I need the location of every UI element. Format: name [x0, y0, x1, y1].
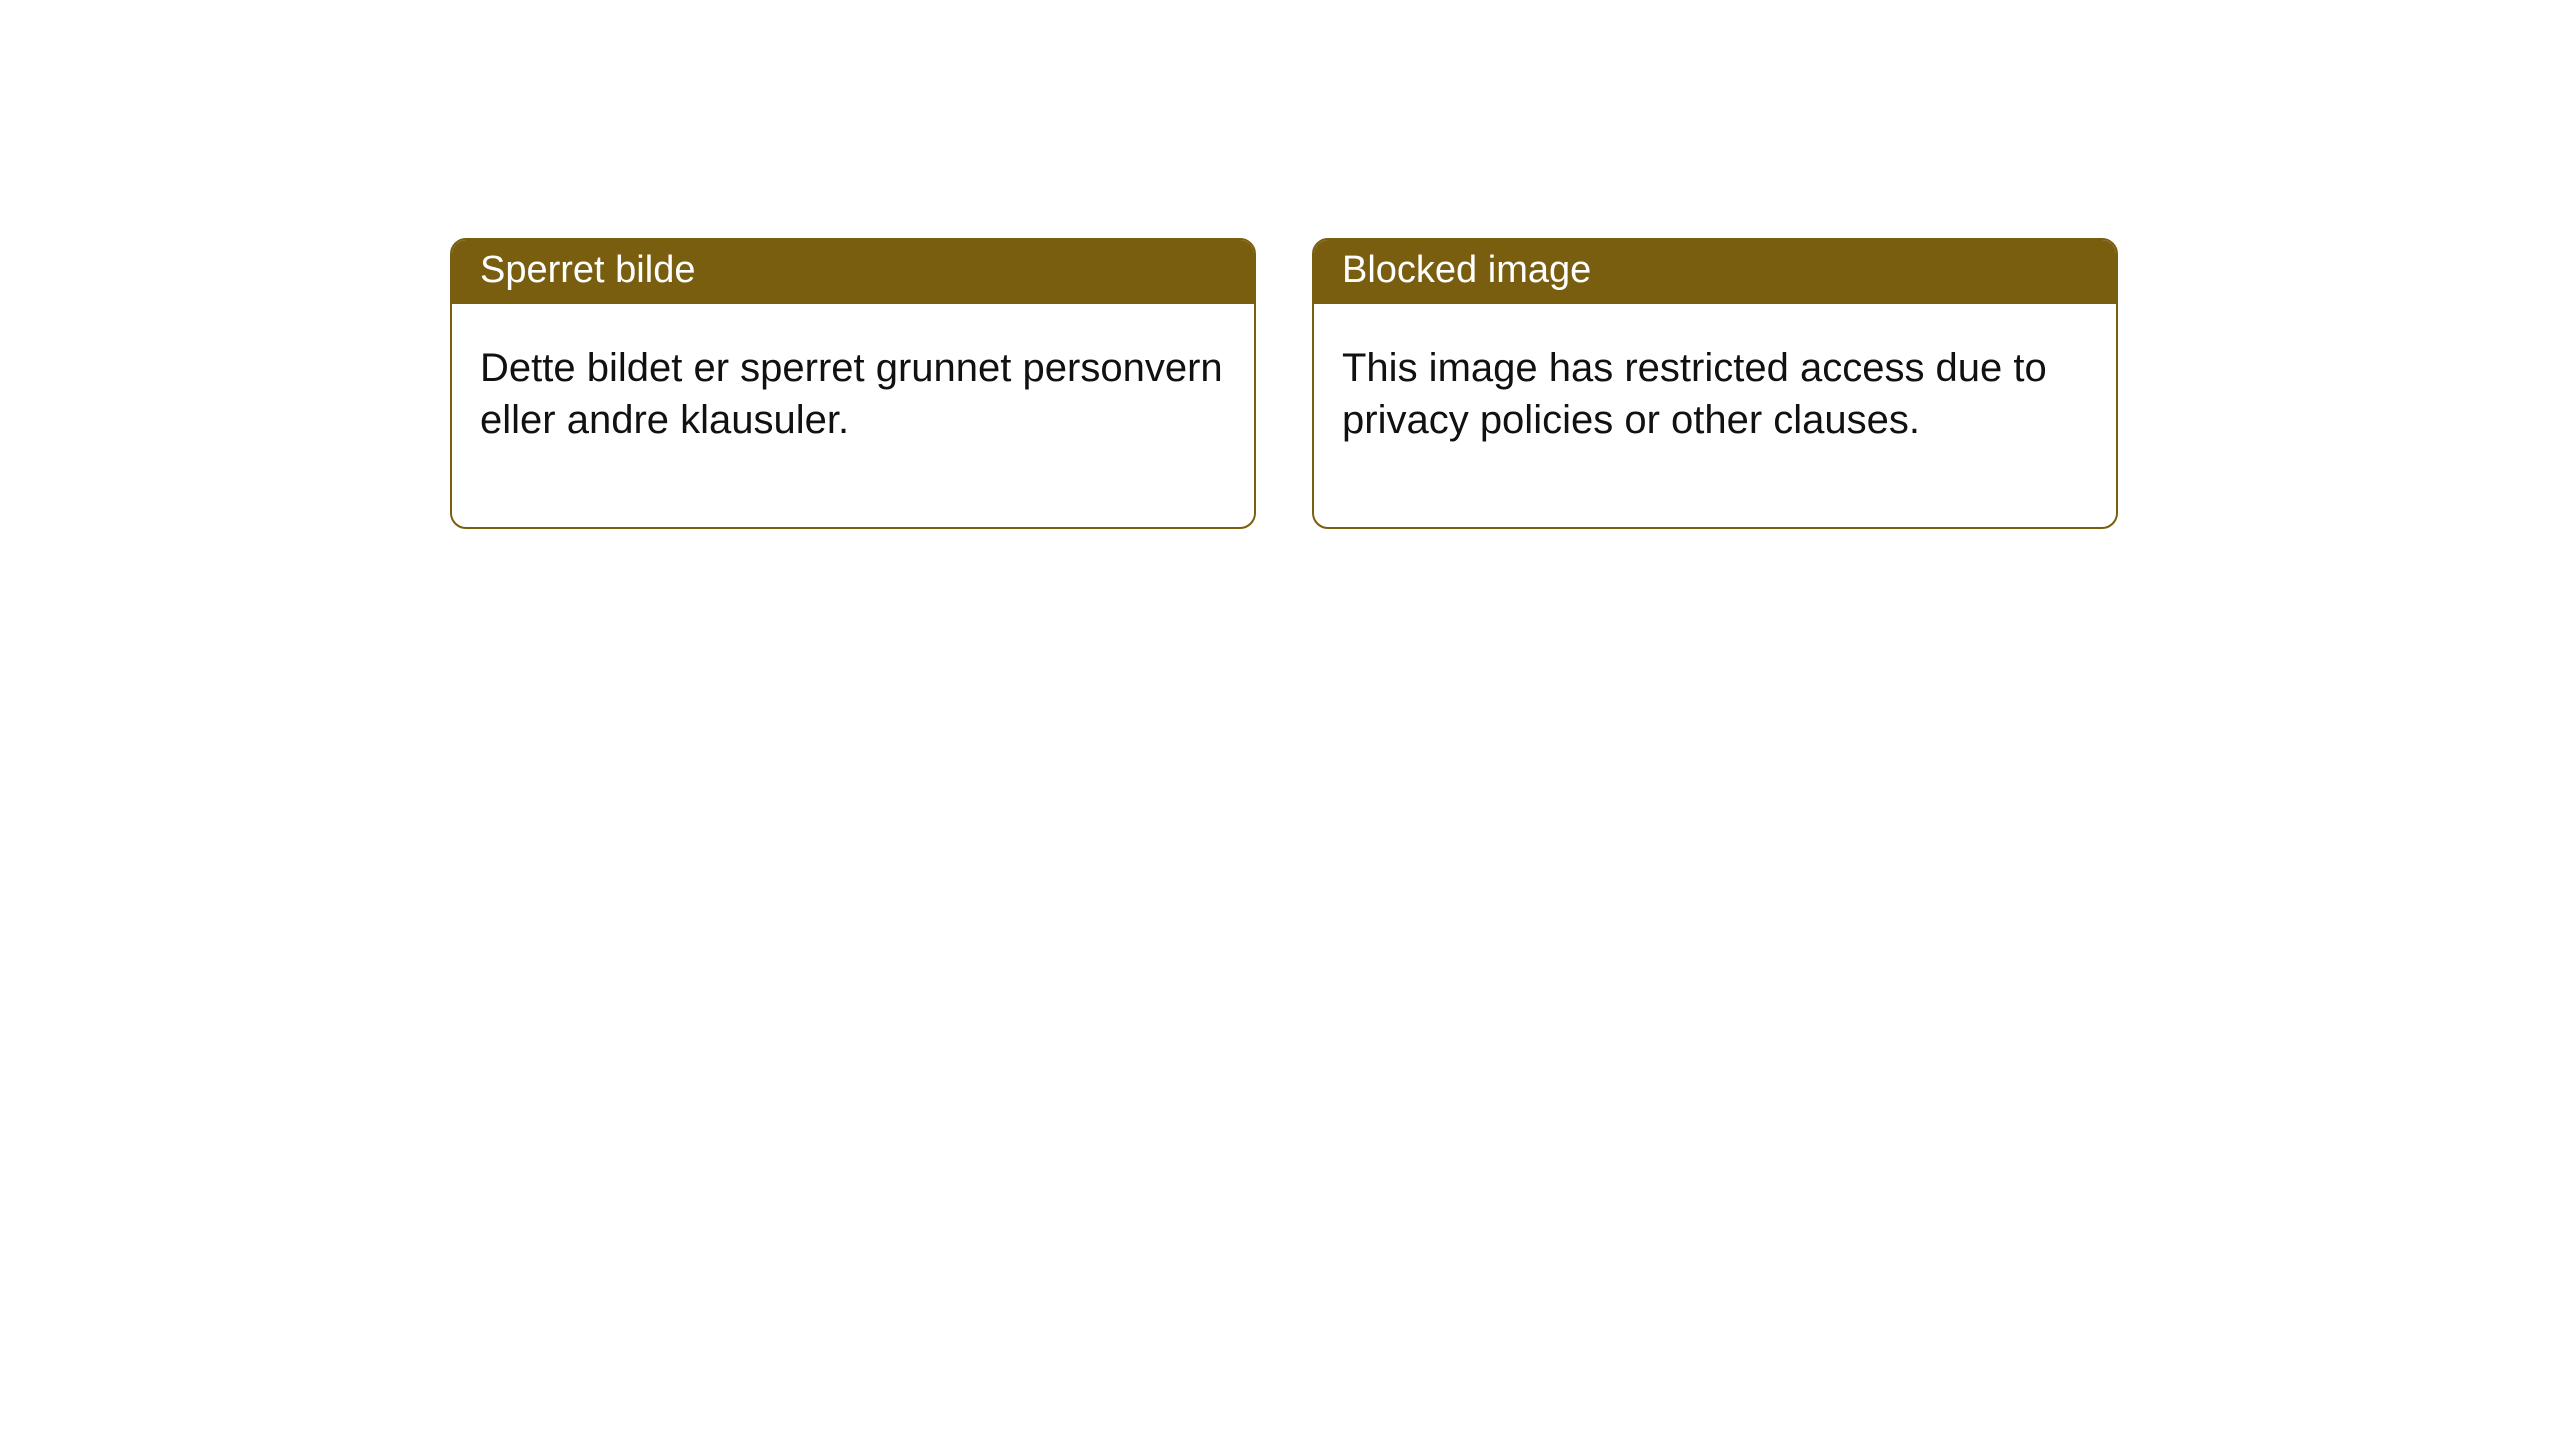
notice-body-no: Dette bildet er sperret grunnet personve…	[452, 304, 1254, 528]
notice-body-en: This image has restricted access due to …	[1314, 304, 2116, 528]
notice-card-no: Sperret bilde Dette bildet er sperret gr…	[450, 238, 1256, 529]
notice-header-no: Sperret bilde	[452, 240, 1254, 304]
notice-card-en: Blocked image This image has restricted …	[1312, 238, 2118, 529]
notice-container: Sperret bilde Dette bildet er sperret gr…	[0, 0, 2560, 529]
notice-header-en: Blocked image	[1314, 240, 2116, 304]
